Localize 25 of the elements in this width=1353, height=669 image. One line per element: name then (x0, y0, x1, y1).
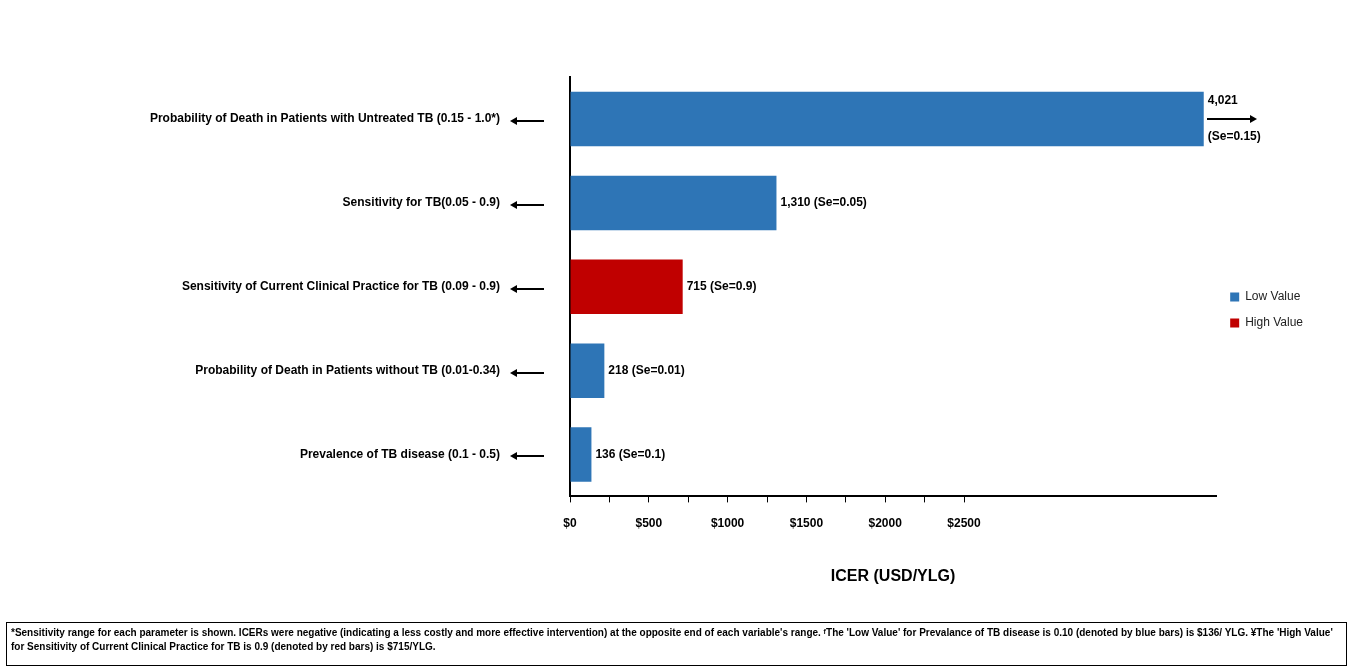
y-tick-label: Probability of Death in Patients with Untreated TB (0.15 - 1.0*) (149, 111, 500, 126)
bar (570, 91, 1204, 147)
y-tick-label: Probability of Death in Patients without TB (0.01-0.34) (195, 362, 500, 377)
data-label: 1,310 (Se=0.05) (780, 195, 867, 210)
x-tick-label: $2500 (947, 515, 982, 530)
y-tick-label: Sensitivity of Current Clinical Practice for TB (0.09 - 0.9) (181, 279, 500, 294)
x-axis-title: ICER (USD/YLG) (830, 566, 956, 584)
data-label: 218 (Se=0.01) (608, 362, 685, 377)
x-tick-label: $0 (563, 515, 577, 530)
x-tick-label: $1500 (789, 515, 824, 530)
y-tick-label: Sensitivity for TB(0.05 - 0.9) (342, 195, 500, 210)
bar (570, 175, 777, 231)
x-tick-label: $2000 (868, 515, 903, 530)
legend-label: High Value (1245, 315, 1304, 330)
data-label: 136 (Se=0.1) (595, 446, 666, 461)
bar (570, 259, 683, 315)
x-tick-label: $1000 (710, 515, 745, 530)
bar (570, 427, 592, 482)
x-tick-label: $500 (635, 515, 663, 530)
y-tick-label: Prevalence of TB disease (0.1 - 0.5) (299, 446, 500, 461)
bar (570, 343, 605, 398)
data-label: 715 (Se=0.9) (686, 279, 757, 294)
legend-label: Low Value (1245, 289, 1301, 304)
text: *Sensitivity range for each parameter is shown. ICERs were negative (indicating a less costly and more effective intervention) at the opposite end of each variable's range. ᶠThe 'Low Value' for Prevalance of TB disease is 0.10 (denoted by blue bars) is $136/ YLG. ¥The 'High Value' for Sensitivity of Current Clinical Practice for TB is 0.9 (denoted by red bars) is $715/YLG. (6, 622, 1347, 666)
text: 4,021 (Se=0.15) (1207, 93, 1261, 144)
